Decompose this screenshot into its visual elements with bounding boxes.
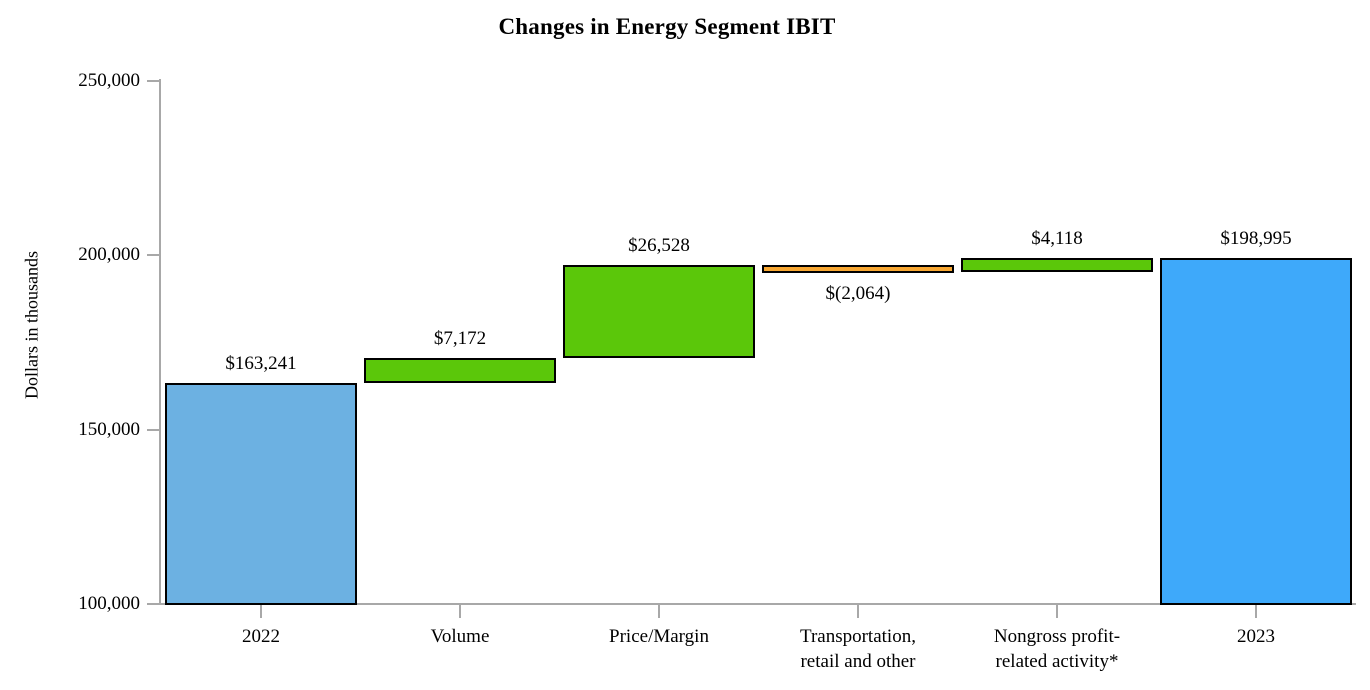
- bar-value-label: $4,118: [1031, 228, 1083, 249]
- bar-price-margin: [563, 265, 755, 358]
- x-axis-category-label-line: Volume: [430, 626, 490, 647]
- x-axis-category-label-line: 2023: [1237, 626, 1275, 647]
- bar-2023: [1160, 258, 1352, 605]
- bar-nongross-profit-related-activity: [961, 258, 1153, 272]
- x-axis-category-label-line: retail and other: [800, 651, 916, 672]
- x-axis-category-label: Transportation, retail and other: [748, 624, 968, 674]
- x-axis-tick: [1056, 605, 1058, 618]
- bar-value-label: $163,241: [225, 353, 297, 374]
- bar-value-label: $(2,064): [825, 283, 891, 304]
- bar-transportation-retail-and-other: [762, 265, 954, 273]
- y-axis-tick: [147, 80, 160, 82]
- x-axis-tick: [260, 605, 262, 618]
- x-axis-tick: [1255, 605, 1257, 618]
- y-axis-line: [159, 79, 161, 605]
- x-axis-category-label-line: 2022: [242, 626, 280, 647]
- x-axis-category-label-line: Transportation,: [800, 626, 916, 647]
- x-axis-category-label-line: Price/Margin: [609, 626, 709, 647]
- x-axis-category-label: Price/Margin: [549, 624, 769, 649]
- x-axis-category-label: Nongross profit-related activity*: [947, 624, 1167, 674]
- x-axis-tick: [459, 605, 461, 618]
- y-axis-tick: [147, 603, 160, 605]
- chart-title: Changes in Energy Segment IBIT: [498, 14, 836, 39]
- bar-value-label: $7,172: [433, 328, 487, 349]
- y-axis-tick-label: 150,000: [78, 419, 140, 440]
- x-axis-category-label: Volume: [350, 624, 570, 649]
- y-axis-tick-label: 250,000: [78, 70, 140, 91]
- x-axis-category-label: 2022: [151, 624, 371, 649]
- y-axis-tick-label: 200,000: [78, 244, 140, 265]
- bar-2022: [165, 383, 357, 605]
- x-axis-line: [147, 603, 1356, 605]
- x-axis-category-label-line: Nongross profit-: [993, 626, 1121, 647]
- bar-volume: [364, 358, 556, 383]
- x-axis-tick: [857, 605, 859, 618]
- bar-value-label: $26,528: [628, 235, 690, 256]
- bar-value-label: $198,995: [1220, 228, 1292, 249]
- x-axis-tick: [658, 605, 660, 618]
- x-axis-category-label: 2023: [1146, 624, 1366, 649]
- y-axis-tick-label: 100,000: [78, 593, 140, 614]
- x-axis-category-label-line: related activity*: [995, 651, 1119, 672]
- y-axis-tick: [147, 254, 160, 256]
- y-axis-tick: [147, 429, 160, 431]
